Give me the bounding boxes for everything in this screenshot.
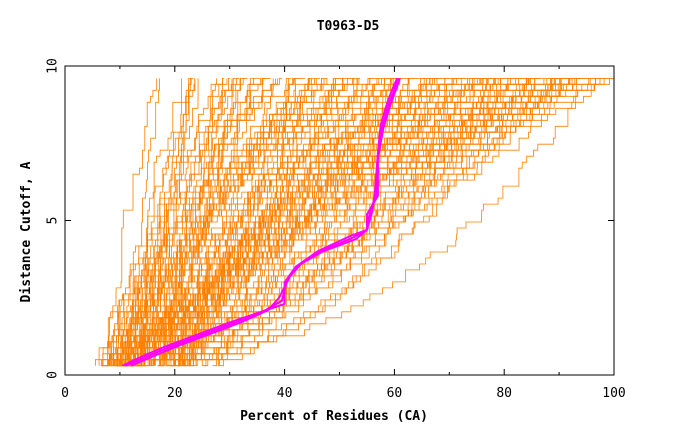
highlight-series-line <box>130 77 399 367</box>
background-series-line <box>110 78 570 367</box>
x-axis-label: Percent of Residues (CA) <box>240 409 428 424</box>
background-series-line <box>135 78 614 366</box>
background-series-line <box>113 78 596 366</box>
axes-group: 0 20 40 60 80 100 0 5 10 <box>46 58 626 401</box>
background-series-line <box>98 78 158 366</box>
background-series-line <box>125 78 282 367</box>
background-series-line <box>120 78 601 366</box>
x-tick-label: 40 <box>277 386 293 401</box>
chart-title: T0963-D5 <box>317 19 380 34</box>
background-series-line <box>116 78 334 366</box>
background-series-line <box>189 78 597 366</box>
background-series-line <box>134 78 529 367</box>
background-series-line <box>120 78 194 367</box>
background-series-line <box>218 78 559 367</box>
background-series-line <box>158 78 587 367</box>
x-tick-label: 80 <box>496 386 512 401</box>
background-series-group <box>95 78 614 367</box>
background-series-line <box>113 78 328 367</box>
background-series-line <box>95 78 196 366</box>
background-series-line <box>110 78 566 366</box>
background-series-line <box>101 78 355 367</box>
background-series-line <box>113 78 160 366</box>
y-tick-label: 0 <box>46 371 61 379</box>
x-tick-label: 60 <box>387 386 403 401</box>
background-series-line <box>105 78 468 367</box>
y-axis-label: Distance Cutoff, A <box>19 161 34 302</box>
background-series-line <box>109 78 271 367</box>
highlight-series-group <box>122 77 401 367</box>
y-tick-label: 10 <box>46 58 61 74</box>
background-series-line <box>166 78 477 366</box>
y-tick-label: 5 <box>46 217 61 225</box>
background-series-line <box>116 78 531 367</box>
x-tick-label: 20 <box>167 386 183 401</box>
highlight-series-line <box>125 78 400 367</box>
x-tick-label: 0 <box>61 386 69 401</box>
background-series-line <box>174 78 541 367</box>
background-series-line <box>204 78 575 367</box>
x-tick-label: 100 <box>602 386 625 401</box>
highlight-series-line <box>122 78 401 367</box>
